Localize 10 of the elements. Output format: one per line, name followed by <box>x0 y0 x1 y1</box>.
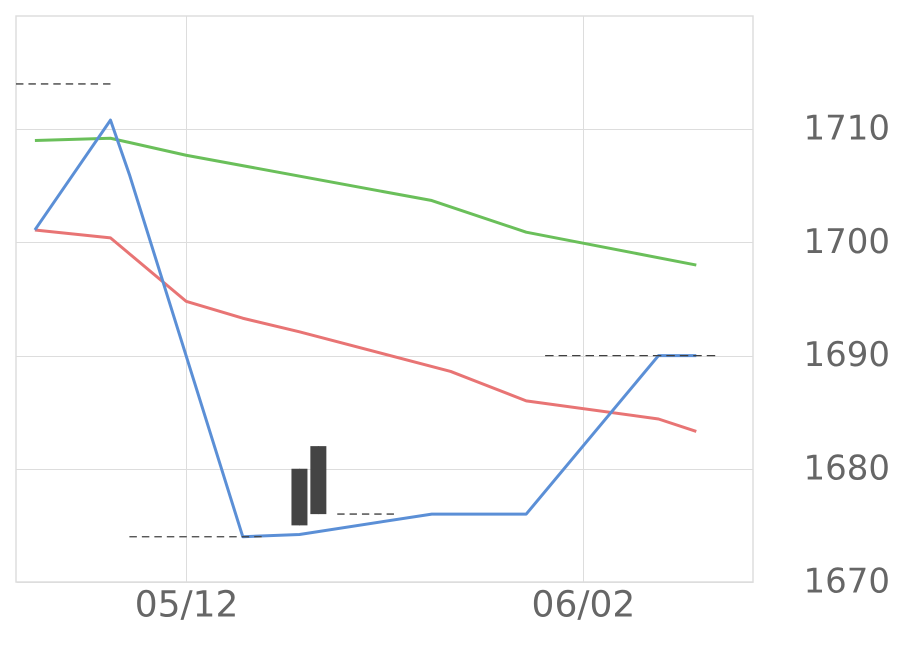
x-tick-label: 06/02 <box>532 584 636 626</box>
y-tick-label: 1710 <box>804 108 890 149</box>
x-tick-label: 05/12 <box>134 584 238 626</box>
y-tick-label: 1680 <box>804 448 890 488</box>
y-tick-label: 1700 <box>804 222 890 262</box>
y-tick-label: 1670 <box>804 562 890 602</box>
line-series <box>33 136 698 267</box>
y-tick-label: 1690 <box>804 335 890 376</box>
line-series <box>33 228 698 433</box>
line-series <box>33 118 698 538</box>
